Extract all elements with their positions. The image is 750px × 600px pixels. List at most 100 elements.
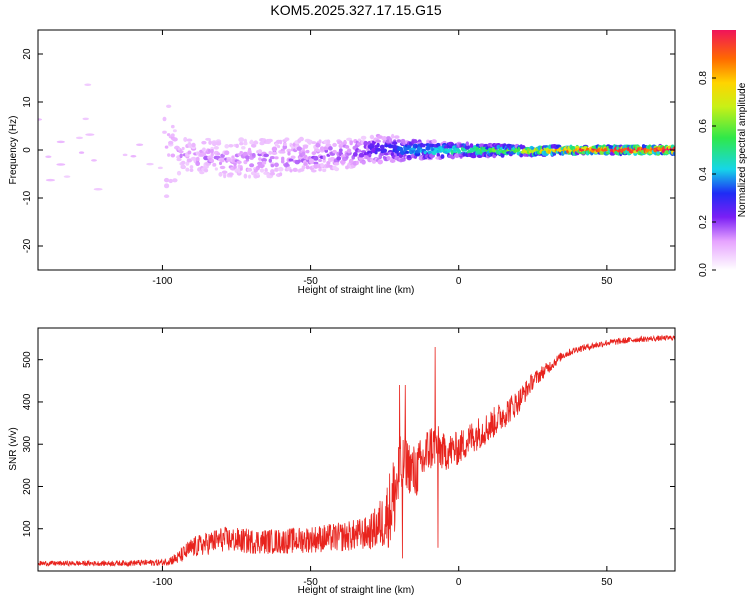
spectrogram-cell — [249, 139, 254, 145]
spectrogram-cell — [187, 150, 192, 155]
spectrogram-cell — [303, 162, 308, 166]
spectrogram-cell — [421, 143, 426, 148]
spectrogram-cell — [386, 155, 391, 161]
spectrogram-cell — [210, 158, 215, 163]
spectrogram-cell — [303, 145, 309, 149]
spectrogram-cell — [93, 187, 103, 191]
spectrogram-cell — [224, 150, 230, 156]
colorbar-tick-label: 0.6 — [698, 119, 709, 133]
spectrogram-cell — [400, 158, 406, 162]
spectrogram-cell — [318, 139, 322, 144]
spectrogram-cell — [228, 143, 234, 148]
spectrogram-cell — [223, 174, 227, 179]
snr-x-tick-label: -100 — [152, 577, 172, 588]
spectrogram-cell — [224, 144, 230, 149]
spectrogram-cell — [349, 140, 353, 146]
spectrogram-cell — [377, 135, 384, 139]
spectrogram-cell — [246, 167, 253, 172]
spectrogram-cell — [376, 142, 380, 148]
spectrogram-x-tick-label: 0 — [456, 276, 462, 287]
spectrogram-cell — [346, 137, 353, 142]
spectrogram-cell — [236, 160, 242, 165]
spectrogram-cell — [288, 158, 294, 162]
spectrogram-cell — [313, 164, 319, 169]
spectrogram-cell — [363, 140, 369, 146]
spectrogram-cell — [268, 158, 272, 163]
spectrogram-cell — [358, 157, 365, 161]
colorbar-gradient — [712, 30, 736, 270]
spectrogram-cell — [375, 147, 382, 152]
spectrogram-cell — [328, 146, 333, 151]
spectrogram-cell — [383, 152, 390, 156]
spectrogram-cell — [238, 137, 245, 143]
spectrogram-cell — [257, 152, 263, 157]
spectrogram-cell — [305, 165, 310, 170]
spectrogram-y-tick-label: -10 — [22, 190, 33, 205]
spectrogram-cell — [280, 159, 285, 164]
spectrogram-cell — [56, 140, 65, 144]
spectrogram-cell — [313, 161, 319, 165]
spectrogram-cell — [296, 146, 303, 151]
spectrogram-cell — [382, 140, 387, 144]
spectrogram-cell — [245, 155, 250, 160]
spectrogram-x-label: Height of straight line (km) — [298, 285, 415, 296]
spectrogram-cell — [56, 163, 66, 166]
spectrogram-cell — [261, 161, 267, 165]
spectrogram-cell — [251, 153, 256, 157]
spectrogram-cell — [279, 139, 283, 145]
spectrogram-cell — [253, 140, 259, 145]
spectrogram-cell — [218, 172, 223, 177]
spectrogram-cell — [301, 165, 306, 170]
spectrogram-cell — [259, 164, 265, 168]
spectrogram-cell — [427, 150, 433, 155]
spectrogram-cell — [436, 152, 441, 158]
spectrogram-cell — [406, 144, 412, 149]
spectrogram-cell — [285, 162, 289, 167]
spectrogram-cell — [599, 150, 605, 155]
spectrogram-cells — [38, 83, 675, 198]
spectrogram-cell — [130, 155, 137, 158]
spectrogram-cell — [281, 156, 285, 161]
spectrogram-cell — [189, 165, 194, 169]
spectrogram-y-ticks: -20 -10 0 10 20 — [22, 48, 675, 253]
spectrogram-cell — [263, 153, 270, 158]
spectrogram-cell — [181, 146, 185, 151]
spectrogram-cell — [322, 168, 327, 173]
spectrogram-cell — [394, 135, 400, 139]
spectrogram-cell — [63, 175, 71, 178]
spectrogram-cell — [440, 154, 445, 159]
spectrogram-cell — [216, 152, 221, 156]
spectrogram-cell — [249, 163, 255, 168]
spectrogram-cell — [282, 144, 288, 150]
snr-y-tick-label: 100 — [22, 520, 33, 537]
spectrogram-cell — [122, 153, 128, 157]
spectrogram-cell — [241, 145, 246, 150]
spectrogram-cell — [235, 143, 239, 149]
spectrogram-cell — [355, 160, 359, 165]
spectrogram-cell — [219, 165, 226, 170]
spectrogram-cell — [191, 142, 196, 148]
spectrogram-cell — [360, 135, 367, 140]
spectrogram-cell — [243, 173, 248, 179]
spectrogram-cell — [45, 178, 56, 182]
spectrogram-cell — [316, 148, 320, 152]
spectrogram-cell — [381, 148, 388, 153]
spectrogram-cell — [368, 153, 372, 158]
spectrogram-cell — [163, 183, 170, 189]
spectrogram-cell — [269, 155, 275, 160]
spectrogram-cell — [396, 139, 402, 143]
spectrogram-cell — [271, 146, 278, 152]
spectrogram-cell — [277, 145, 281, 149]
snr-y-ticks: 100 200 300 400 500 — [22, 351, 675, 537]
spectrogram-cell — [390, 133, 395, 139]
spectrogram-y-label: Frequency (Hz) — [8, 116, 19, 185]
spectrogram-cell — [233, 165, 237, 170]
spectrogram-cell — [405, 150, 410, 154]
spectrogram-cell — [358, 152, 365, 158]
spectrogram-cell — [237, 169, 241, 174]
spectrogram-cell — [369, 134, 375, 140]
spectrogram-cell — [268, 150, 273, 155]
spectrogram-cell — [301, 151, 306, 157]
spectrogram-cell — [176, 170, 182, 176]
colorbar-tick-label: 0.2 — [698, 215, 709, 229]
